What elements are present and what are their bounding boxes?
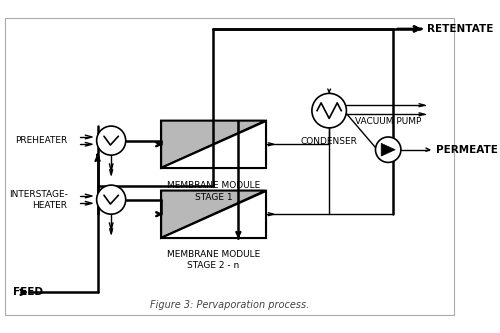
Polygon shape [161,121,266,168]
Text: MEMBRANE MODULE
STAGE 2 - n: MEMBRANE MODULE STAGE 2 - n [166,250,260,270]
Polygon shape [161,121,266,168]
Text: VACUUM PUMP: VACUUM PUMP [355,117,422,126]
Text: INTERSTAGE-
HEATER: INTERSTAGE- HEATER [8,189,68,210]
Bar [161,121,266,168]
Text: CONDENSER: CONDENSER [300,137,358,146]
Polygon shape [161,190,266,238]
Text: FEED: FEED [13,287,43,297]
Bar [161,190,266,238]
Text: PERMEATE: PERMEATE [436,145,498,155]
Text: MEMBRANE MODULE
STAGE 1: MEMBRANE MODULE STAGE 1 [166,181,260,201]
Circle shape [96,126,126,155]
Polygon shape [161,190,266,238]
Text: PREHEATER: PREHEATER [16,136,68,145]
Circle shape [312,93,346,128]
Circle shape [96,185,126,214]
Polygon shape [381,143,395,156]
Circle shape [376,137,401,163]
Text: Figure 3: Pervaporation process.: Figure 3: Pervaporation process. [150,300,309,310]
Text: RETENTATE: RETENTATE [428,24,494,34]
